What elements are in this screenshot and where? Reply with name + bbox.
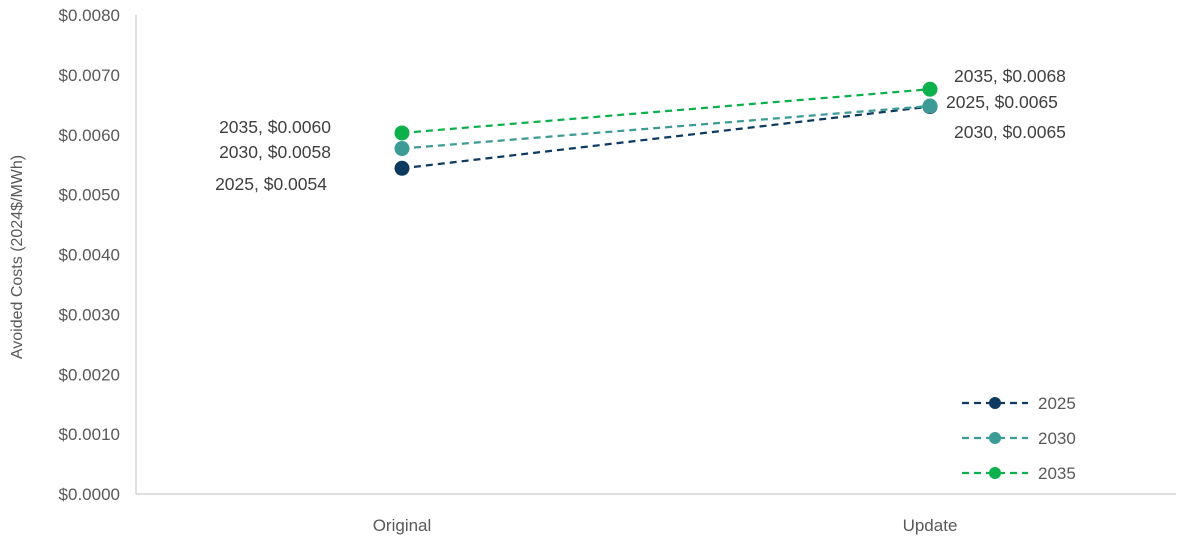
y-tick-label: $0.0010 bbox=[59, 425, 120, 444]
data-point-2035-update bbox=[922, 81, 938, 97]
y-axis-title: Avoided Costs (2024$/MWh) bbox=[9, 155, 26, 359]
series-2035 bbox=[394, 81, 938, 141]
legend-item-2035: 2035 bbox=[962, 464, 1076, 483]
legend-label: 2030 bbox=[1038, 429, 1076, 448]
y-axis-ticks: $0.0000 $0.0010 $0.0020 $0.0030 $0.0040 $0.00… bbox=[59, 6, 120, 504]
series-lines bbox=[394, 81, 938, 176]
data-label: 2035, $0.0068 bbox=[954, 66, 1066, 86]
legend-marker bbox=[989, 467, 1001, 479]
legend-label: 2035 bbox=[1038, 464, 1076, 483]
y-tick-label: $0.0060 bbox=[59, 126, 120, 145]
y-tick-label: $0.0020 bbox=[59, 365, 120, 384]
y-tick-label: $0.0000 bbox=[59, 485, 120, 504]
legend-marker bbox=[989, 432, 1001, 444]
legend-label: 2025 bbox=[1038, 394, 1076, 413]
legend-marker bbox=[989, 397, 1001, 409]
series-line-2035 bbox=[401, 88, 931, 135]
data-point-2035-original bbox=[394, 125, 410, 141]
data-point-2030-original bbox=[394, 141, 410, 157]
data-labels: 2025, $0.0054 2025, $0.0065 2030, $0.0058 2… bbox=[215, 66, 1066, 194]
x-tick-label: Update bbox=[903, 516, 958, 535]
legend: 2025 2030 2035 bbox=[962, 394, 1076, 483]
x-tick-label: Original bbox=[373, 516, 432, 535]
legend-item-2030: 2030 bbox=[962, 429, 1076, 448]
data-label: 2030, $0.0058 bbox=[219, 142, 331, 162]
data-point-2025-original bbox=[394, 160, 410, 176]
y-tick-label: $0.0080 bbox=[59, 6, 120, 25]
y-tick-label: $0.0040 bbox=[59, 246, 120, 265]
y-tick-label: $0.0070 bbox=[59, 66, 120, 85]
legend-item-2025: 2025 bbox=[962, 394, 1076, 413]
data-label: 2035, $0.0060 bbox=[219, 117, 331, 137]
x-axis-ticks: Original Update bbox=[373, 516, 958, 535]
data-label: 2025, $0.0054 bbox=[215, 174, 327, 194]
data-label: 2030, $0.0065 bbox=[954, 122, 1066, 142]
y-tick-label: $0.0030 bbox=[59, 305, 120, 324]
y-tick-label: $0.0050 bbox=[59, 186, 120, 205]
series-2030 bbox=[394, 98, 938, 157]
series-line-2025 bbox=[401, 105, 931, 170]
data-label: 2025, $0.0065 bbox=[946, 92, 1058, 112]
data-point-2030-update bbox=[922, 98, 938, 114]
series-line-2030 bbox=[401, 104, 931, 150]
